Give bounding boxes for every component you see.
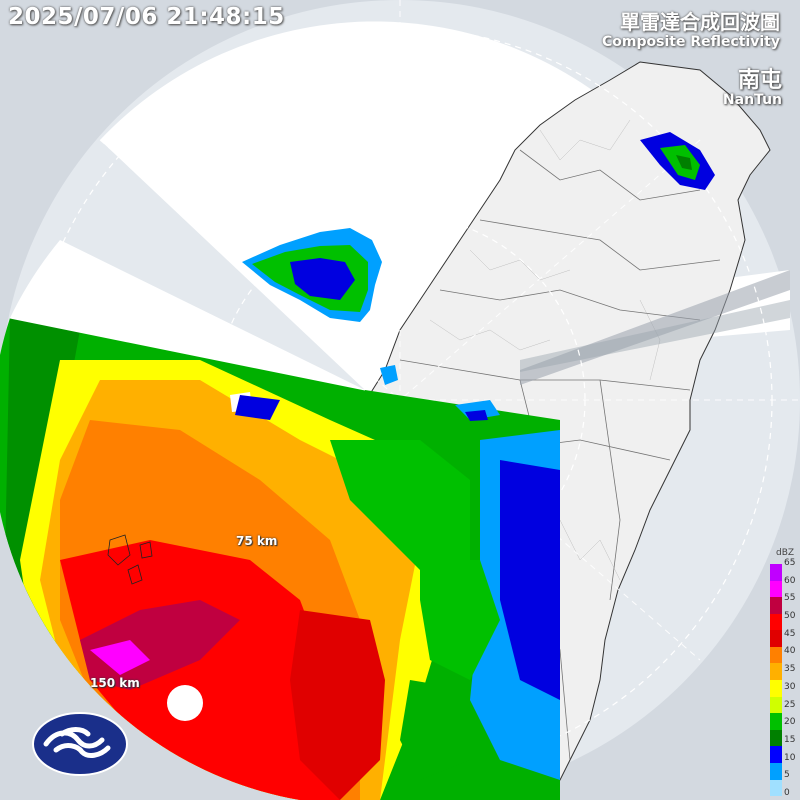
legend-unit: dBZ xyxy=(776,548,795,558)
legend-swatch xyxy=(770,713,782,730)
product-title-en: Composite Reflectivity xyxy=(602,34,780,50)
legend-level-label: 20 xyxy=(784,717,796,728)
legend-level-label: 0 xyxy=(784,787,790,798)
legend-level-label: 10 xyxy=(784,752,796,763)
legend-level-label: 30 xyxy=(784,681,796,692)
legend-level-label: 50 xyxy=(784,611,796,622)
echo-north-band xyxy=(242,228,382,322)
legend-colorbar xyxy=(770,564,782,797)
echo-northeast xyxy=(640,132,715,190)
legend-swatch xyxy=(770,779,782,797)
legend-level-label: 55 xyxy=(784,593,796,604)
product-title-zh: 單雷達合成回波圖 xyxy=(620,10,780,34)
legend-swatch xyxy=(770,597,782,614)
legend-swatch xyxy=(770,646,782,664)
legend-swatch xyxy=(770,663,782,681)
legend-swatch xyxy=(770,580,782,598)
legend-swatch xyxy=(770,564,782,581)
legend-level-label: 5 xyxy=(784,770,790,781)
range-label-75: 75 km xyxy=(236,534,278,548)
legend-level-label: 60 xyxy=(784,575,796,586)
cwa-logo-icon xyxy=(32,712,128,776)
legend-swatch xyxy=(770,762,782,780)
legend-level-label: 40 xyxy=(784,646,796,657)
legend-level-label: 15 xyxy=(784,734,796,745)
legend-level-label: 45 xyxy=(784,628,796,639)
legend-level-label: 35 xyxy=(784,664,796,675)
legend-swatch xyxy=(770,729,782,747)
legend-swatch xyxy=(770,630,782,647)
range-label-150: 150 km xyxy=(90,676,140,690)
legend-swatch xyxy=(770,680,782,697)
timestamp: 2025/07/06 21:48:15 xyxy=(8,4,285,30)
legend-swatch xyxy=(770,613,782,631)
legend-level-label: 65 xyxy=(784,558,796,568)
legend-swatch xyxy=(770,746,782,763)
station-name-zh: 南屯 xyxy=(737,68,782,93)
legend-labels: 65 60 55 50 45 40 35 30 25 20 15 10 5 0 xyxy=(784,558,800,798)
legend-swatch xyxy=(770,696,782,714)
station-name-en: NanTun xyxy=(722,92,782,108)
legend-level-label: 25 xyxy=(784,699,796,710)
